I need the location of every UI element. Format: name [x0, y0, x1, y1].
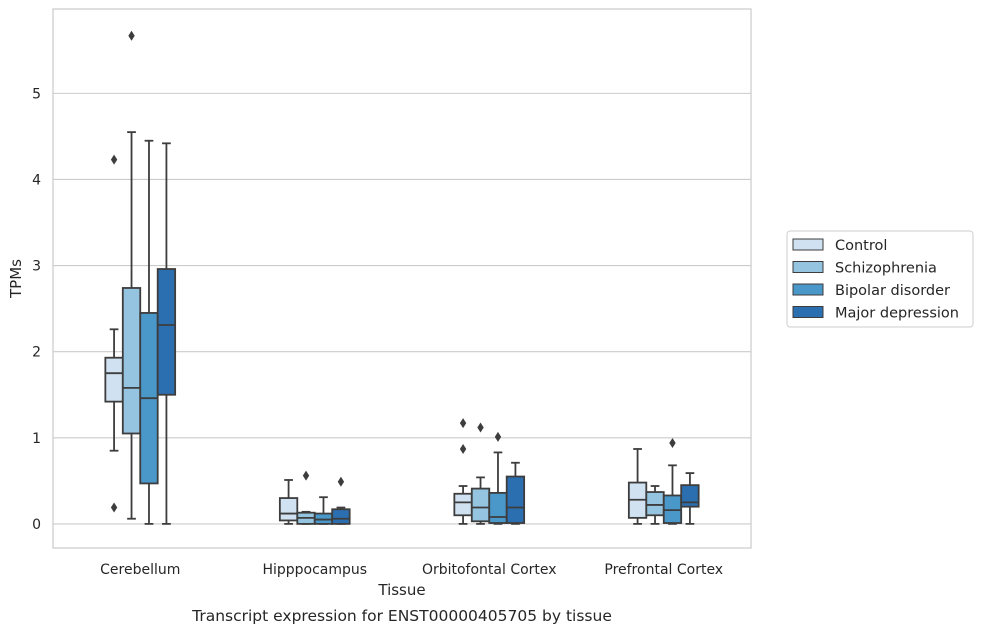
- legend-swatch: [792, 261, 824, 273]
- y-tick-label: 2: [32, 345, 41, 361]
- box-major-depression-2: [505, 461, 526, 525]
- legend-label: Bipolar disorder: [835, 283, 950, 299]
- iqr-box: [505, 475, 526, 524]
- box-schizophrenia-1: [296, 470, 316, 525]
- outlier-point: [459, 443, 467, 454]
- y-axis-title: TPMs: [7, 259, 25, 299]
- iqr-box: [156, 268, 177, 396]
- x-axis-title: Tissue: [377, 581, 425, 599]
- legend-swatch: [792, 238, 824, 251]
- box-bipolar-disorder-1: [313, 496, 334, 525]
- iqr-box: [470, 487, 491, 523]
- y-tick-label: 3: [32, 259, 41, 275]
- x-tick-label: Cerebellum: [100, 562, 180, 578]
- box-bipolar-disorder-0: [139, 139, 159, 525]
- box-schizophrenia-0: [121, 30, 142, 520]
- legend-label: Control: [835, 238, 887, 254]
- box-major-depression-1: [331, 476, 351, 525]
- outlier-point: [459, 418, 467, 429]
- outlier-point: [337, 476, 345, 487]
- chart-caption: Transcript expression for ENST0000040570…: [191, 607, 612, 625]
- y-axis-ticks: 0 1 2 3 4 5: [32, 86, 41, 533]
- x-axis-ticks: Cerebellum Hipppocampus Orbitofontal Corte…: [100, 562, 723, 578]
- x-tick-label: Hipppocampus: [262, 562, 367, 578]
- legend-label: Schizophrenia: [835, 261, 937, 277]
- x-tick-label: Orbitofontal Cortex: [422, 562, 557, 578]
- box-series: [104, 30, 700, 525]
- y-tick-label: 0: [32, 517, 41, 533]
- iqr-box: [278, 497, 299, 522]
- legend-label: Major depression: [835, 306, 959, 322]
- box-bipolar-disorder-2: [488, 431, 508, 525]
- outlier-point: [669, 437, 676, 448]
- plot-area-frame: [52, 8, 752, 549]
- iqr-box: [121, 287, 142, 435]
- y-tick-label: 4: [32, 172, 41, 188]
- iqr-box: [104, 356, 124, 403]
- legend-swatch: [792, 283, 824, 296]
- box-schizophrenia-3: [645, 485, 665, 525]
- box-control-2: [453, 418, 473, 525]
- y-tick-label: 5: [32, 86, 41, 102]
- legend: Control Schizophrenia Bipolar disorder Majo…: [786, 230, 974, 328]
- legend-frame: [786, 230, 974, 328]
- legend-swatch: [792, 306, 824, 318]
- x-tick-label: Prefrontal Cortex: [604, 562, 723, 578]
- outlier-point: [302, 470, 310, 481]
- iqr-box: [453, 492, 473, 517]
- iqr-box: [680, 484, 700, 508]
- y-tick-label: 1: [32, 431, 41, 447]
- box-bipolar-disorder-3: [662, 437, 683, 525]
- box-major-depression-0: [156, 142, 177, 525]
- iqr-box: [331, 508, 351, 525]
- outlier-point: [110, 502, 118, 513]
- outlier-point: [477, 422, 484, 433]
- box-control-1: [278, 479, 299, 525]
- iqr-box: [645, 491, 665, 517]
- box-control-0: [104, 154, 124, 513]
- iqr-box: [488, 491, 508, 524]
- box-major-depression-3: [680, 472, 700, 525]
- box-control-3: [627, 448, 648, 525]
- outlier-point: [128, 30, 135, 41]
- outlier-point: [494, 431, 502, 442]
- outlier-point: [110, 154, 118, 165]
